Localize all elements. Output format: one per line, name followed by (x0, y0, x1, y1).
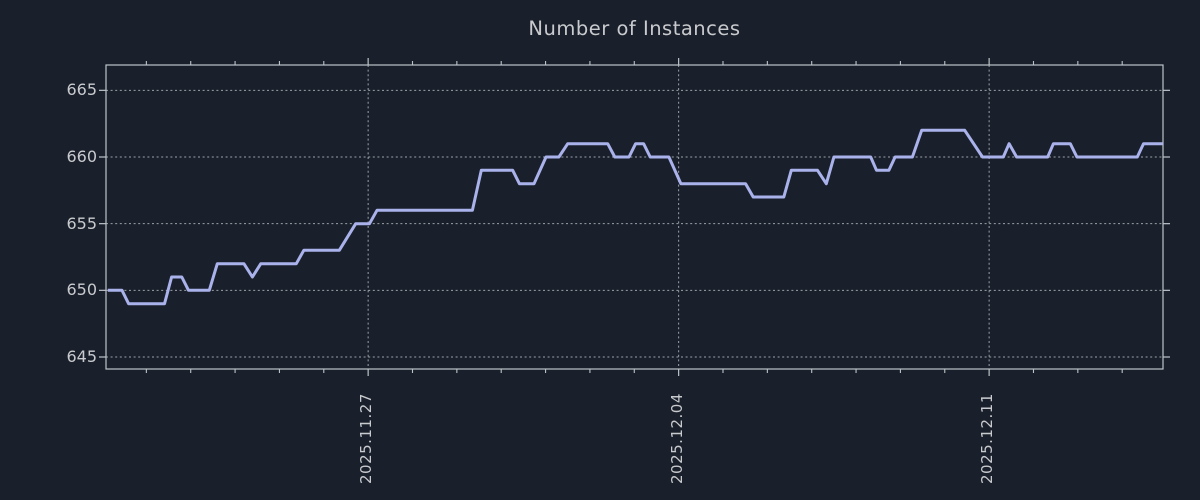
x-tick-label: 2025.12.04 (667, 393, 686, 484)
y-tick-label: 655 (66, 213, 97, 233)
y-tick-label: 650 (66, 280, 97, 300)
instances-line (107, 128, 1163, 306)
x-tick-label: 2025.11.27 (357, 393, 376, 484)
x-tick-label: 2025.12.11 (978, 393, 997, 484)
y-tick-label: 660 (66, 147, 97, 166)
plot-border (105, 64, 1164, 370)
y-tick-label: 645 (66, 347, 97, 366)
y-tick-label: 665 (66, 80, 97, 100)
chart-title: Number of Instances (528, 17, 741, 40)
